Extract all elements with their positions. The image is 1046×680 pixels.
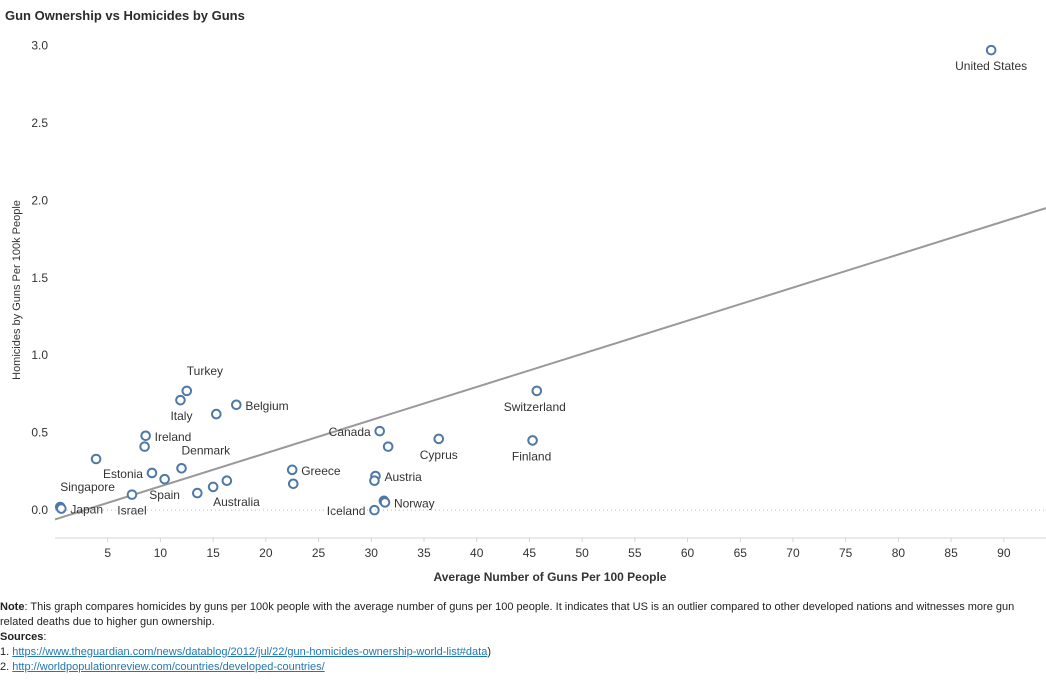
data-point	[126, 489, 138, 500]
point-label: Norway	[394, 496, 435, 510]
x-tick-label: 15	[206, 546, 220, 560]
x-tick-label: 40	[470, 546, 484, 560]
point-label: Iceland	[327, 504, 366, 518]
point-label: Canada	[329, 425, 371, 439]
x-tick-label: 20	[259, 546, 273, 560]
source-1-link[interactable]: https://www.theguardian.com/news/datablo…	[12, 646, 488, 658]
y-tick-label: 0.5	[31, 426, 48, 440]
sources-suffix: :	[43, 631, 47, 643]
x-tick-label: 75	[839, 546, 853, 560]
point-label: Ireland	[155, 430, 192, 444]
point-label: Finland	[512, 449, 551, 463]
data-point	[90, 453, 102, 465]
point-label: Israel	[117, 504, 146, 518]
point-label: Australia	[213, 495, 260, 509]
sources-label: Sources	[0, 631, 44, 643]
data-point	[192, 487, 203, 499]
data-point	[207, 481, 219, 493]
data-point	[433, 433, 445, 445]
x-tick-label: 85	[944, 546, 958, 560]
point-label: Belgium	[245, 399, 288, 413]
source-1-prefix: 1.	[0, 646, 13, 658]
data-point	[56, 503, 67, 514]
note-block: Note: This graph compares homicides by g…	[0, 600, 1046, 675]
scatter-plot: United States Switzerland Finland Cyprus Can…	[11, 38, 1046, 584]
x-tick-label: 30	[365, 546, 379, 560]
x-tick-label: 80	[892, 546, 906, 560]
point-label: Italy	[170, 409, 192, 423]
y-tick-label: 1.0	[31, 348, 48, 362]
x-tick-label: 55	[628, 546, 642, 560]
data-point	[985, 44, 997, 56]
point-label: Spain	[149, 488, 180, 502]
x-tick-label: 25	[312, 546, 326, 560]
x-tick-label: 60	[681, 546, 695, 560]
data-point	[531, 385, 543, 397]
data-point	[382, 441, 394, 452]
y-tick-label: 3.0	[31, 38, 48, 52]
data-point	[231, 399, 242, 411]
point-label: Austria	[384, 470, 422, 484]
point-label: Turkey	[187, 364, 223, 378]
data-point	[181, 385, 193, 397]
labels-layer: United States Switzerland Finland Cyprus Can…	[60, 59, 1027, 518]
point-label: Greece	[301, 464, 341, 478]
point-label: Switzerland	[504, 400, 566, 414]
y-tick-label: 2.0	[31, 193, 48, 207]
source-2: 2. http://worldpopulationreview.com/coun…	[0, 660, 1046, 675]
sources-heading: Sources:	[0, 630, 1046, 645]
source-1: 1. https://www.theguardian.com/news/data…	[0, 645, 1046, 660]
y-tick-label: 0.0	[31, 503, 48, 517]
data-point	[286, 464, 298, 476]
y-tick-label: 2.5	[31, 116, 48, 130]
points-layer	[54, 44, 997, 516]
x-tick-label: 35	[417, 546, 431, 560]
point-label: Cyprus	[420, 448, 458, 462]
note-paragraph: Note: This graph compares homicides by g…	[0, 600, 1046, 630]
point-label: Singapore	[60, 480, 115, 494]
data-point	[369, 475, 380, 486]
trend-layer	[54, 207, 1046, 521]
point-label: Japan	[70, 503, 103, 517]
data-point	[287, 478, 299, 490]
point-label: Estonia	[103, 467, 143, 481]
data-point	[221, 475, 233, 486]
x-tick-label: 50	[575, 546, 589, 560]
data-point	[211, 408, 222, 420]
trend-line	[54, 207, 1046, 521]
data-point	[379, 497, 391, 508]
data-point	[369, 504, 380, 516]
y-tick-label: 1.5	[31, 271, 48, 285]
x-tick-label: 5	[104, 546, 111, 560]
x-tick-label: 90	[997, 546, 1011, 560]
data-point	[175, 394, 186, 406]
data-point	[159, 473, 170, 485]
axes-layer: 5 10 15 20 25 30 35 40 45 50 55 60 65 70 75 80 85 90 0.0 0.…	[31, 38, 1046, 560]
chart-title: Gun Ownership vs Homicides by Guns	[5, 8, 245, 23]
y-axis-label: Homicides by Guns Per 100k People	[11, 200, 23, 380]
data-point	[176, 463, 187, 474]
data-point	[139, 441, 150, 452]
x-tick-label: 45	[523, 546, 537, 560]
source-2-link[interactable]: http://worldpopulationreview.com/countri…	[12, 661, 325, 673]
data-point	[374, 425, 386, 437]
data-point	[527, 435, 538, 446]
note-text: : This graph compares homicides by guns …	[0, 601, 1015, 628]
note-label: Note	[0, 601, 25, 613]
x-tick-label: 70	[786, 546, 800, 560]
data-point	[146, 467, 158, 479]
x-tick-label: 65	[734, 546, 748, 560]
point-label: United States	[955, 59, 1027, 73]
source-1-suffix: )	[487, 646, 492, 658]
x-tick-label: 10	[154, 546, 168, 560]
data-point	[140, 430, 151, 442]
source-2-prefix: 2.	[0, 661, 13, 673]
point-label: Denmark	[182, 443, 232, 457]
x-axis-label: Average Number of Guns Per 100 People	[434, 570, 667, 584]
